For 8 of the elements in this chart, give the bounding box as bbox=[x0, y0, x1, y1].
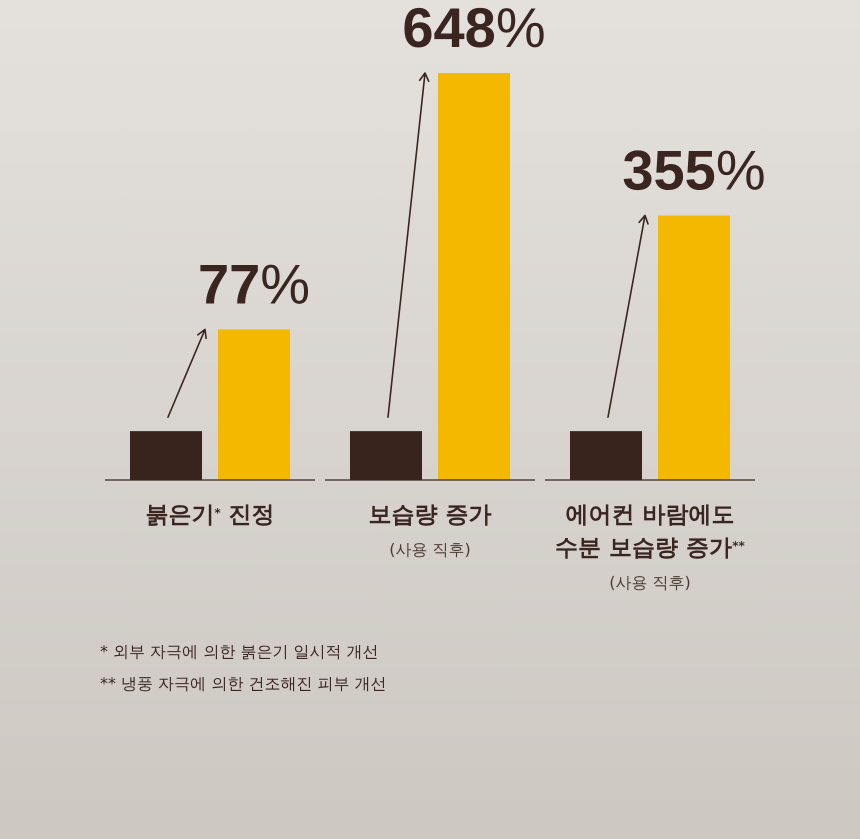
text: * 외부 자극에 의한 붉은기 일시적 개선 bbox=[100, 642, 379, 663]
x-tick-label: 붉은기$^{*}$ 진정 bbox=[145, 502, 275, 528]
annotation: 355% bbox=[622, 138, 766, 202]
text: 648% bbox=[402, 0, 546, 59]
annotation: 77% bbox=[198, 252, 310, 316]
category-label: 에어컨 바람에도 수분 보습량 증가$^{**}$ (사용 직후) bbox=[555, 502, 745, 592]
text: ** 냉풍 자극에 의한 건조해진 피부 개선 bbox=[100, 674, 387, 695]
x-tick-label: 보습량 증가 (사용 직후) bbox=[368, 502, 492, 559]
